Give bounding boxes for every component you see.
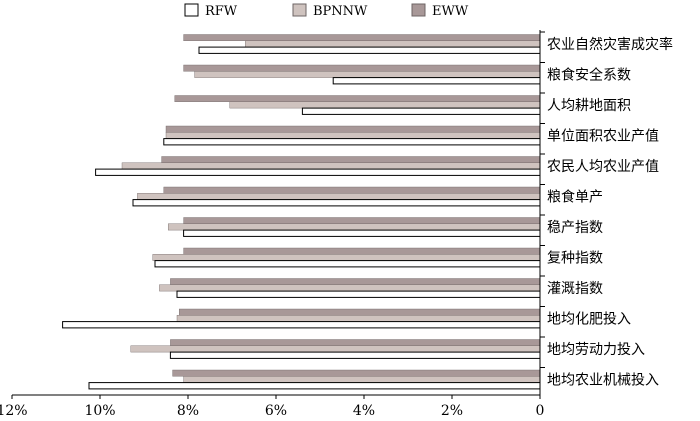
legend-label-rfw: RFW [205,4,238,19]
bar-eww-0 [183,34,541,42]
bar-eww-9 [178,308,541,316]
bar-rfw-5 [132,199,541,207]
category-label: 单位面积农业产值 [547,128,659,144]
bar-rfw-4 [95,168,541,176]
category-label: 灌溉指数 [547,281,603,297]
category-label: 粮食安全系数 [547,66,631,83]
bar-eww-10 [170,339,541,347]
bar-bpnnw-0 [244,40,541,48]
bar-eww-6 [183,217,541,225]
bar-rfw-6 [183,229,541,237]
bar-rfw-8 [176,290,541,298]
legend-swatch-eww [411,3,426,17]
bar-bpnnw-6 [167,223,541,231]
bars [62,34,541,390]
bar-eww-8 [170,278,541,286]
bar-eww-3 [165,125,541,133]
bar-eww-7 [183,247,541,255]
bar-eww-4 [161,156,541,164]
legend: RFW BPNNW EWW [184,3,469,19]
category-label: 粮食单产 [547,188,603,205]
category-label: 农业自然灾害成灾率 [547,36,673,53]
x-tick-label: 2% [441,403,463,419]
bar-bpnnw-3 [165,132,541,139]
bar-rfw-3 [163,138,541,146]
bar-bpnnw-5 [137,193,541,200]
bar-bpnnw-2 [229,101,541,109]
bar-rfw-9 [62,321,541,329]
bar-bpnnw-9 [176,315,541,322]
legend-label-eww: EWW [432,4,469,19]
category-label: 农民人均农业产值 [547,159,659,175]
bar-rfw-1 [332,77,541,85]
axes: 12% 10% 8% 6% 4% 2% 0 [0,30,545,419]
bar-bpnnw-1 [194,71,541,78]
x-tick-label: 6% [265,403,287,419]
bar-bpnnw-4 [121,162,541,170]
bar-bpnnw-10 [130,345,541,353]
bar-eww-1 [183,64,541,72]
x-tick-label: 12% [0,403,28,419]
x-tick-label: 0 [536,403,545,419]
bar-eww-2 [174,95,541,103]
x-tick-label: 10% [84,403,115,419]
legend-swatch-bpnnw [292,3,307,17]
legend-label-bpnnw: BPNNW [313,4,368,19]
bar-rfw-2 [301,107,541,115]
x-tick-label: 4% [353,403,375,419]
bar-bpnnw-7 [152,254,541,261]
legend-swatch-rfw [184,3,199,17]
bar-eww-5 [163,186,541,194]
category-label: 稳产指数 [547,220,603,236]
category-label: 地均劳动力投入 [547,342,645,358]
x-tick-label: 8% [177,403,199,419]
category-label: 地均农业机械投入 [547,372,659,388]
category-label: 人均耕地面积 [547,97,631,114]
bar-bpnnw-8 [159,284,541,292]
category-label: 复种指数 [547,249,603,266]
bar-rfw-10 [169,351,541,359]
category-label: 地均化肥投入 [547,311,631,327]
bar-rfw-0 [198,46,541,54]
bar-bpnnw-11 [183,376,541,383]
category-labels: 农业自然灾害成灾率粮食安全系数人均耕地面积单位面积农业产值农民人均农业产值粮食单… [547,36,673,389]
bar-eww-11 [172,369,541,377]
bar-rfw-7 [154,260,541,268]
bar-rfw-11 [88,382,541,390]
